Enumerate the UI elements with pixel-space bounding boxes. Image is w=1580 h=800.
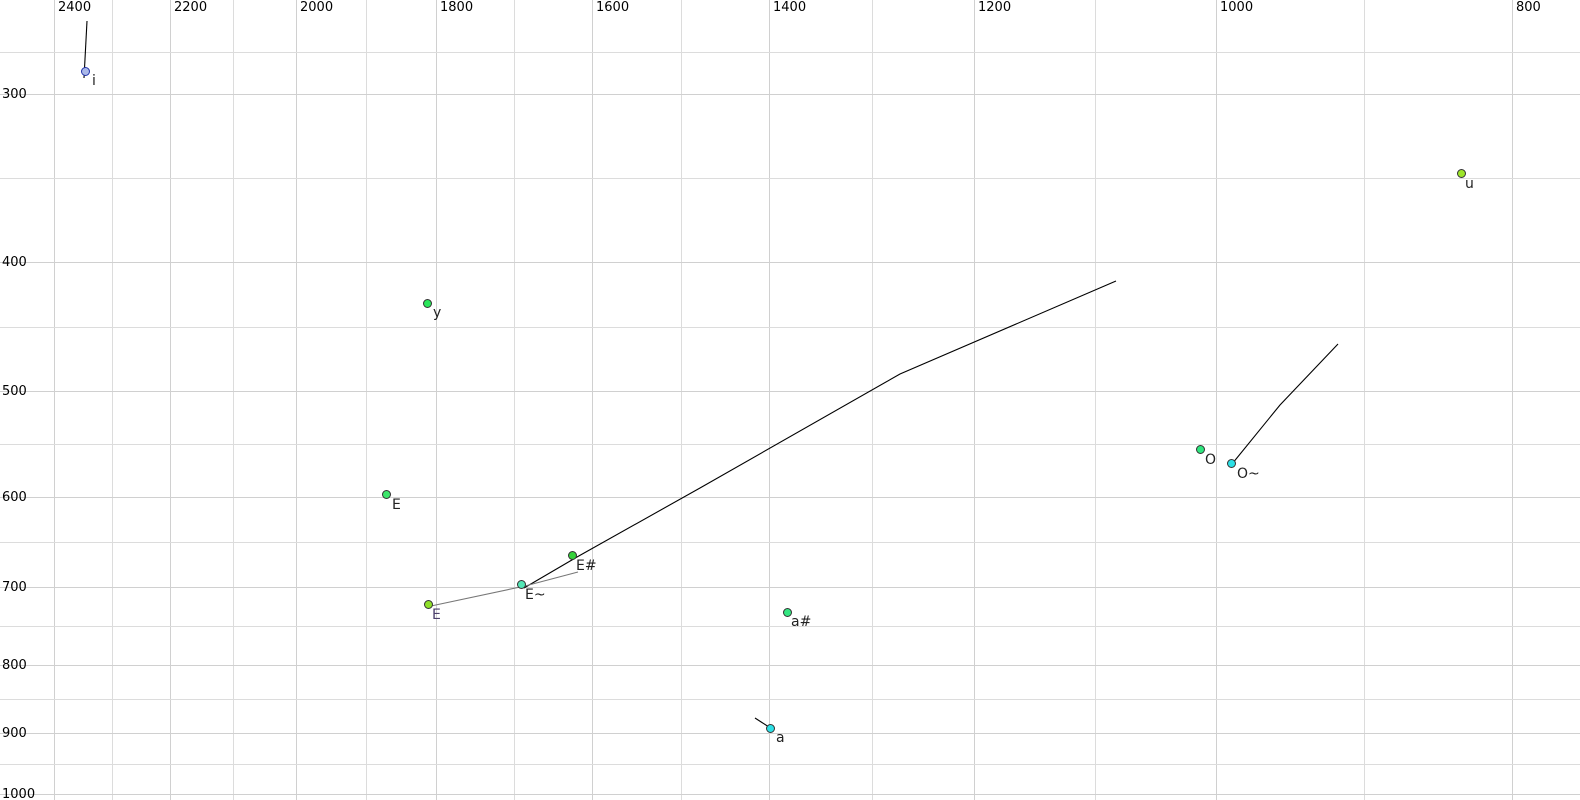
gridline-vertical-minor [514,0,515,800]
gridline-vertical-major [296,0,297,800]
gridline-vertical-minor [872,0,873,800]
gridline-vertical-major [974,0,975,800]
gridline-vertical-major [1512,0,1513,800]
data-point-marker[interactable] [1196,445,1205,454]
y-axis-tick-label: 800 [2,658,27,673]
data-point-label: O [1205,452,1217,468]
x-axis-tick-label: 1000 [1220,0,1254,15]
x-axis-tick-label: 1400 [773,0,807,15]
gridline-horizontal-minor [0,542,1580,543]
gridline-vertical-major [592,0,593,800]
data-point-marker[interactable] [568,551,577,560]
gridline-horizontal-major [0,262,1580,263]
trajectory-O-path [1231,343,1339,465]
x-axis-tick-label: 1200 [978,0,1012,15]
trajectory-E-long-path [523,280,1117,589]
gridline-horizontal-minor [0,626,1580,627]
x-axis-tick-label: 1800 [440,0,474,15]
gridline-vertical-minor [681,0,682,800]
data-point-label: a# [791,614,812,630]
data-point-label: i [92,73,96,89]
data-point-marker[interactable] [517,580,526,589]
gridline-vertical-minor [366,0,367,800]
gridline-vertical-major [170,0,171,800]
gridline-vertical-minor [233,0,234,800]
data-point-label: u [1465,176,1474,192]
gridline-horizontal-major [0,497,1580,498]
gridline-horizontal-minor [0,444,1580,445]
data-point-marker[interactable] [382,490,391,499]
x-axis-tick-label: 800 [1516,0,1541,15]
x-axis-tick-label: 2400 [58,0,92,15]
gridline-horizontal-major [0,391,1580,392]
data-point-label: y [433,305,442,321]
data-point-label: E# [576,558,597,574]
data-point-marker[interactable] [783,608,792,617]
gridline-horizontal-minor [0,178,1580,179]
data-point-marker[interactable] [1457,169,1466,178]
gridline-vertical-major [769,0,770,800]
gridline-horizontal-minor [0,52,1580,53]
gridline-vertical-major [1216,0,1217,800]
gridline-horizontal-major [0,587,1580,588]
data-point-marker[interactable] [81,67,90,76]
data-point-marker[interactable] [766,724,775,733]
data-point-marker[interactable] [424,600,433,609]
y-axis-tick-label: 700 [2,580,27,595]
gridline-horizontal-major [0,94,1580,95]
y-axis-tick-label: 500 [2,384,27,399]
y-axis-tick-label: 600 [2,490,27,505]
gridline-vertical-minor [112,0,113,800]
gridline-vertical-major [436,0,437,800]
y-axis-tick-label: 300 [2,87,27,102]
gridline-vertical-major [54,0,55,800]
gridline-horizontal-major [0,665,1580,666]
data-point-label: E [392,497,401,513]
gridline-vertical-minor [1095,0,1096,800]
data-point-label: E~ [525,587,546,603]
data-point-marker[interactable] [423,299,432,308]
y-axis-tick-label: 400 [2,255,27,270]
gridline-horizontal-major [0,733,1580,734]
data-point-marker[interactable] [1227,459,1236,468]
data-point-label: E [432,607,441,623]
data-point-label: O~ [1237,466,1260,482]
gridline-horizontal-minor [0,699,1580,700]
gridline-horizontal-major [0,794,1580,795]
gridline-horizontal-minor [0,764,1580,765]
data-point-label: a [776,730,785,746]
y-axis-tick-label: 1000 [2,787,36,800]
x-axis-tick-label: 2200 [174,0,208,15]
gridline-horizontal-minor [0,327,1580,328]
gridline-vertical-minor [1364,0,1365,800]
y-axis-tick-label: 900 [2,726,27,741]
x-axis-tick-label: 1600 [596,0,630,15]
x-axis-tick-label: 2000 [300,0,334,15]
